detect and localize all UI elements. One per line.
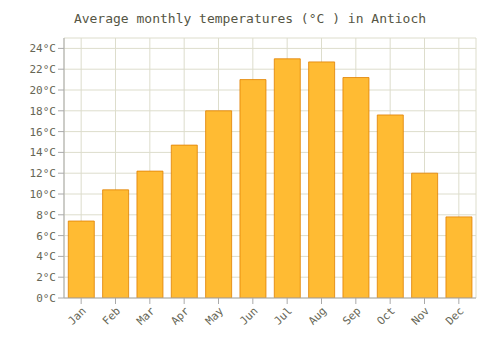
- svg-text:Nov: Nov: [409, 304, 433, 328]
- html-text:Average monthly temperatures (: Average monthly temperatures (°C ) in An…: [73, 11, 427, 26]
- svg-text:14°C: 14°C: [30, 146, 57, 159]
- svg-text:Sep: Sep: [340, 304, 363, 327]
- svg-text:2°C: 2°C: [36, 271, 56, 284]
- svg-text:22°C: 22°C: [30, 63, 57, 76]
- svg-text:Dec: Dec: [443, 304, 466, 327]
- svg-text:Jul: Jul: [272, 304, 295, 327]
- svg-text:6°C: 6°C: [36, 230, 56, 243]
- svg-text:20°C: 20°C: [30, 84, 57, 97]
- svg-text:Jun: Jun: [237, 304, 260, 327]
- svg-text:Apr: Apr: [169, 304, 193, 328]
- svg-text:Oct: Oct: [375, 304, 398, 327]
- svg-text:0°C: 0°C: [36, 292, 56, 305]
- svg-text:Aug: Aug: [306, 304, 329, 327]
- svg-text:24°C: 24°C: [30, 42, 57, 55]
- svg-text:Mar: Mar: [134, 304, 158, 328]
- svg-text:10°C: 10°C: [30, 188, 57, 201]
- svg-text:16°C: 16°C: [30, 126, 57, 139]
- svg-text:4°C: 4°C: [36, 250, 56, 263]
- svg-text:Jan: Jan: [66, 304, 89, 327]
- svg-text:8°C: 8°C: [36, 209, 56, 222]
- svg-text:Feb: Feb: [100, 304, 123, 327]
- svg-text:May: May: [203, 304, 227, 328]
- svg-text:18°C: 18°C: [30, 105, 57, 118]
- svg-text:12°C: 12°C: [30, 167, 57, 180]
